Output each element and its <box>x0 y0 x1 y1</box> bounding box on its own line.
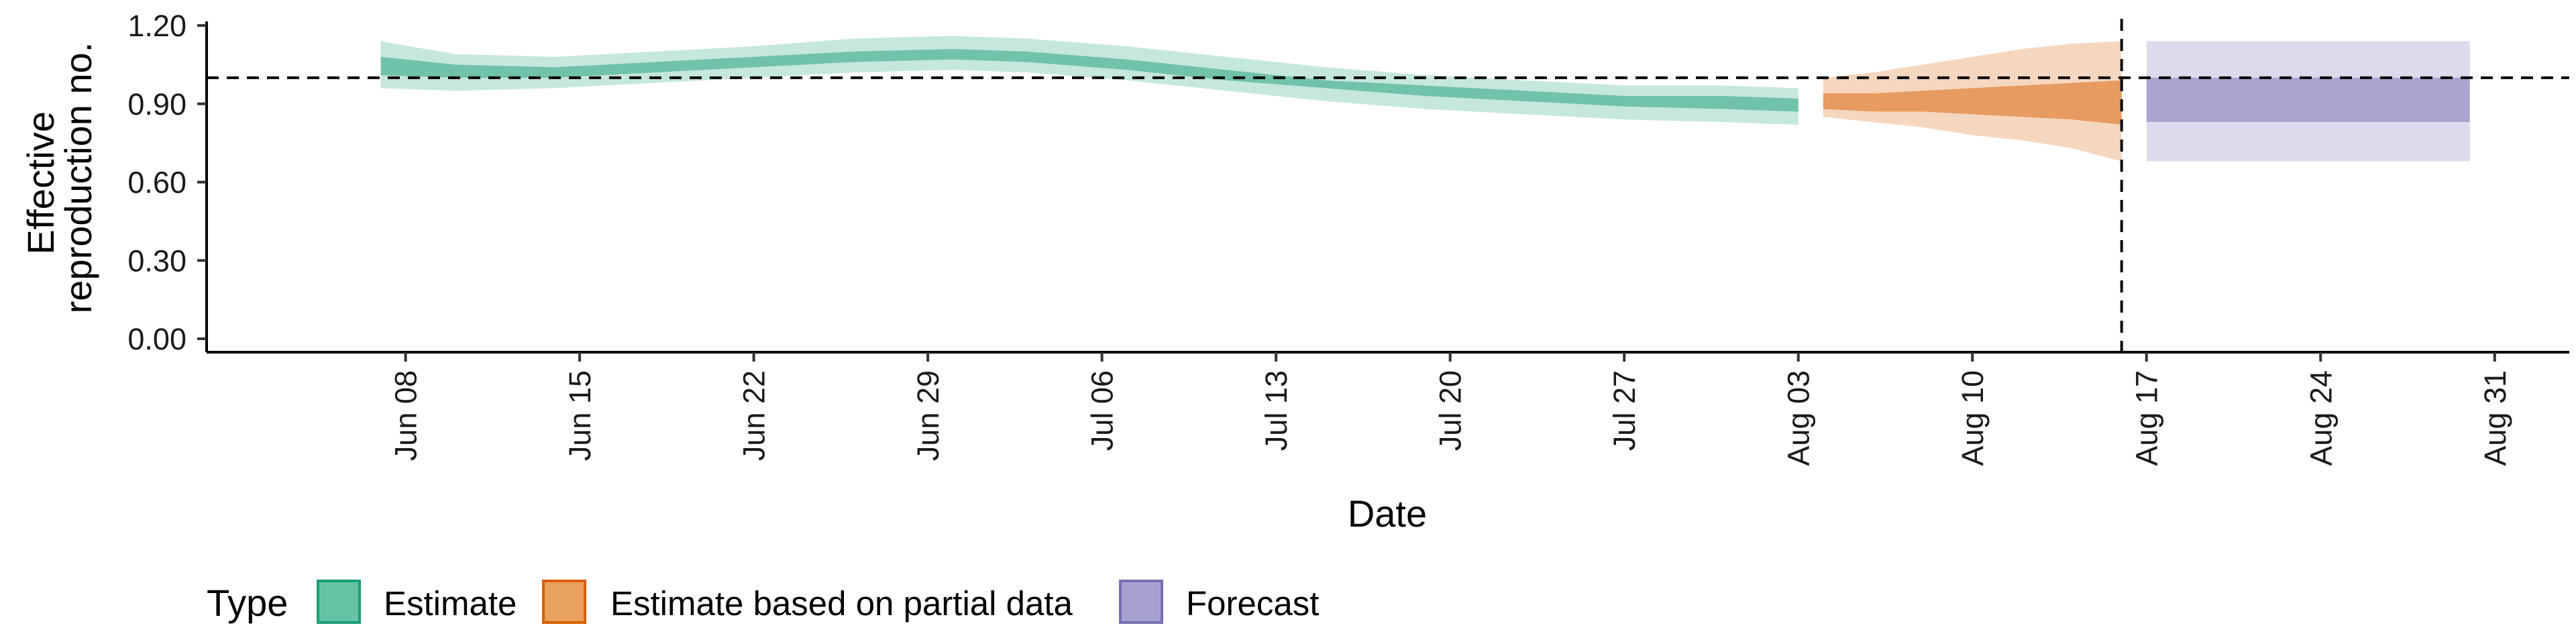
y-tick-label: 0.00 <box>127 322 186 356</box>
legend-key-forecast <box>1119 580 1163 624</box>
y-tick-label: 0.60 <box>127 166 186 200</box>
x-tick-label: Jul 06 <box>1085 370 1120 451</box>
x-axis-title: Date <box>1348 492 1427 535</box>
legend-title: Type <box>207 582 288 624</box>
legend-key-partial <box>542 580 586 624</box>
x-tick-label: Aug 31 <box>2478 370 2512 466</box>
legend: Type Estimate Estimate based on partial … <box>207 580 1319 624</box>
x-axis: Jun 08 Jun 15 Jun 22 Jun 29 Jul 06 Jul 13 Jul … <box>207 351 2569 466</box>
x-ticks: Jun 08 Jun 15 Jun 22 Jun 29 Jul 06 Jul 13 Jul … <box>389 352 2512 466</box>
x-tick-label: Aug 03 <box>1782 370 1816 466</box>
x-tick-label: Jul 20 <box>1434 370 1468 451</box>
legend-label-forecast: Forecast <box>1186 584 1319 623</box>
x-tick-label: Jul 13 <box>1259 370 1293 451</box>
estimate-based-on-partial-data-band-50 <box>1823 80 2122 125</box>
y-axis-title-line-2: reproduction no. <box>57 42 99 314</box>
y-tick-label: 0.90 <box>127 87 186 121</box>
y-axis-title: Effective reproduction no. <box>19 42 99 314</box>
estimate-band-90 <box>380 36 1799 125</box>
x-tick-label: Aug 17 <box>2130 370 2164 466</box>
forecast-band-50 <box>2146 77 2470 122</box>
x-tick-label: Aug 10 <box>1955 370 1990 466</box>
plot-area <box>207 19 2569 352</box>
y-tick-label: 0.30 <box>127 244 186 278</box>
x-tick-label: Jun 29 <box>911 370 945 461</box>
legend-label-estimate: Estimate <box>384 584 517 623</box>
x-tick-label: Aug 24 <box>2304 370 2338 466</box>
y-axis: 0.00 0.30 0.60 0.90 1.20 <box>127 9 208 356</box>
x-tick-label: Jul 27 <box>1607 370 1642 451</box>
y-tick-label: 1.20 <box>127 9 186 43</box>
x-tick-label: Jun 15 <box>563 370 597 461</box>
legend-key-estimate <box>317 580 361 624</box>
estimate-band-50 <box>380 49 1799 112</box>
x-tick-label: Jun 22 <box>737 370 771 461</box>
y-axis-title-line-1: Effective <box>19 111 62 255</box>
x-tick-label: Jun 08 <box>389 370 423 461</box>
legend-label-partial: Estimate based on partial data <box>610 584 1073 623</box>
y-ticks: 0.00 0.30 0.60 0.90 1.20 <box>127 9 207 356</box>
